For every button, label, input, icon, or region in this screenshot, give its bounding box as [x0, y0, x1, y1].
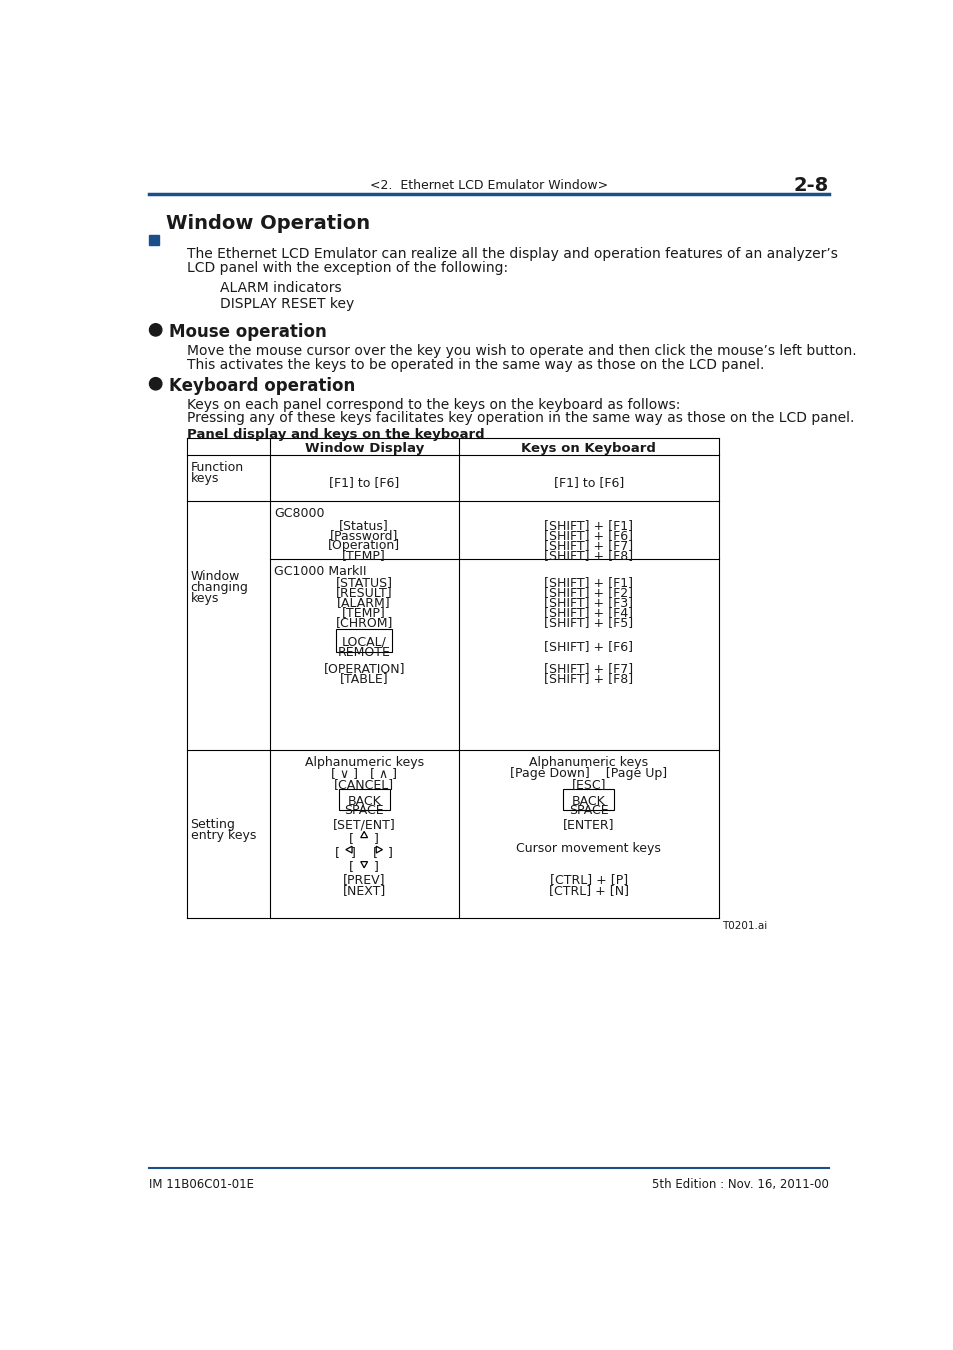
Text: GC1000 MarkII: GC1000 MarkII	[274, 566, 366, 579]
Text: keys: keys	[191, 591, 218, 605]
Text: This activates the keys to be operated in the same way as those on the LCD panel: This activates the keys to be operated i…	[187, 358, 764, 371]
Text: Setting: Setting	[191, 818, 235, 832]
Bar	[338, 788, 390, 810]
Text: [ ∨ ]   [ ∧ ]: [ ∨ ] [ ∧ ]	[331, 767, 396, 780]
Text: keys: keys	[191, 471, 218, 485]
Text: Alphanumeric keys: Alphanumeric keys	[529, 756, 648, 770]
Text: BACK: BACK	[572, 795, 605, 807]
Text: [SET/ENT]: [SET/ENT]	[333, 818, 395, 832]
Text: Move the mouse cursor over the key you wish to operate and then click the mouse’: Move the mouse cursor over the key you w…	[187, 344, 856, 358]
Text: [: [	[372, 845, 377, 859]
Circle shape	[150, 324, 162, 336]
Text: Window Operation: Window Operation	[166, 215, 370, 234]
Text: Function: Function	[191, 460, 243, 474]
Text: [TABLE]: [TABLE]	[339, 672, 388, 686]
Text: DISPLAY RESET key: DISPLAY RESET key	[220, 297, 354, 310]
Text: [SHIFT] + [F7]: [SHIFT] + [F7]	[544, 539, 633, 552]
Text: Window Display: Window Display	[304, 443, 423, 455]
Text: ALARM indicators: ALARM indicators	[220, 281, 341, 294]
Text: 2-8: 2-8	[793, 176, 828, 194]
Text: ]: ]	[374, 860, 378, 872]
Text: [: [	[349, 832, 354, 845]
Text: [ALARM]: [ALARM]	[337, 597, 391, 609]
Text: T0201.ai: T0201.ai	[721, 921, 766, 931]
Text: [ENTER]: [ENTER]	[562, 818, 614, 832]
Text: Cursor movement keys: Cursor movement keys	[516, 842, 660, 855]
Text: [Page Down]    [Page Up]: [Page Down] [Page Up]	[510, 767, 667, 780]
Text: ]: ]	[388, 845, 393, 859]
Text: [CTRL] + [P]: [CTRL] + [P]	[549, 873, 627, 887]
Bar	[149, 235, 158, 246]
Text: LCD panel with the exception of the following:: LCD panel with the exception of the foll…	[187, 261, 508, 274]
Text: [SHIFT] + [F5]: [SHIFT] + [F5]	[544, 617, 633, 629]
Text: [TEMP]: [TEMP]	[342, 606, 386, 620]
Text: [SHIFT] + [F6]: [SHIFT] + [F6]	[544, 640, 633, 653]
Bar	[562, 788, 614, 810]
Text: Panel display and keys on the keyboard: Panel display and keys on the keyboard	[187, 428, 484, 440]
Text: [SHIFT] + [F4]: [SHIFT] + [F4]	[544, 606, 633, 620]
Text: ]: ]	[351, 845, 355, 859]
Text: [TEMP]: [TEMP]	[342, 549, 386, 563]
Text: [: [	[335, 845, 340, 859]
Text: Keys on each panel correspond to the keys on the keyboard as follows:: Keys on each panel correspond to the key…	[187, 398, 680, 412]
Text: [SHIFT] + [F8]: [SHIFT] + [F8]	[544, 672, 633, 686]
Text: Alphanumeric keys: Alphanumeric keys	[304, 756, 423, 770]
Text: [OPERATION]: [OPERATION]	[323, 662, 404, 675]
Text: [PREV]: [PREV]	[342, 873, 385, 887]
Text: REMOTE: REMOTE	[337, 645, 390, 659]
Text: [NEXT]: [NEXT]	[342, 884, 385, 898]
Text: [Operation]: [Operation]	[328, 539, 400, 552]
Text: [SHIFT] + [F7]: [SHIFT] + [F7]	[544, 662, 633, 675]
Text: [CANCEL]: [CANCEL]	[334, 778, 394, 791]
Text: The Ethernet LCD Emulator can realize all the display and operation features of : The Ethernet LCD Emulator can realize al…	[187, 247, 838, 261]
Text: [F1] to [F6]: [F1] to [F6]	[553, 477, 623, 489]
Text: [SHIFT] + [F1]: [SHIFT] + [F1]	[544, 576, 633, 589]
Text: [: [	[349, 860, 354, 872]
Text: [SHIFT] + [F1]: [SHIFT] + [F1]	[544, 520, 633, 532]
Text: Keyboard operation: Keyboard operation	[169, 377, 355, 394]
Text: Pressing any of these keys facilitates key operation in the same way as those on: Pressing any of these keys facilitates k…	[187, 412, 854, 425]
Text: 5th Edition : Nov. 16, 2011-00: 5th Edition : Nov. 16, 2011-00	[652, 1179, 828, 1192]
Text: changing: changing	[191, 580, 248, 594]
Text: [SHIFT] + [F2]: [SHIFT] + [F2]	[544, 586, 633, 599]
Text: entry keys: entry keys	[191, 829, 255, 842]
Bar	[335, 629, 392, 652]
Text: <2.  Ethernet LCD Emulator Window>: <2. Ethernet LCD Emulator Window>	[370, 178, 607, 192]
Text: [STATUS]: [STATUS]	[335, 576, 393, 589]
Text: SPACE: SPACE	[569, 805, 608, 817]
Text: Keys on Keyboard: Keys on Keyboard	[521, 443, 656, 455]
Text: [SHIFT] + [F3]: [SHIFT] + [F3]	[544, 597, 633, 609]
Text: Window: Window	[191, 570, 239, 583]
Text: [F1] to [F6]: [F1] to [F6]	[329, 477, 399, 489]
Text: ]: ]	[374, 832, 378, 845]
Text: [SHIFT] + [F6]: [SHIFT] + [F6]	[544, 529, 633, 543]
Text: SPACE: SPACE	[344, 805, 383, 817]
Text: [RESULT]: [RESULT]	[335, 586, 392, 599]
Text: GC8000: GC8000	[274, 508, 324, 520]
Text: [ESC]: [ESC]	[571, 778, 605, 791]
Text: [SHIFT] + [F8]: [SHIFT] + [F8]	[544, 549, 633, 563]
Text: [Status]: [Status]	[339, 520, 389, 532]
Text: IM 11B06C01-01E: IM 11B06C01-01E	[149, 1179, 253, 1192]
Text: [CTRL] + [N]: [CTRL] + [N]	[548, 884, 628, 898]
Text: [CHROM]: [CHROM]	[335, 617, 393, 629]
Text: BACK: BACK	[347, 795, 380, 807]
Text: [Password]: [Password]	[330, 529, 398, 543]
Text: LOCAL/: LOCAL/	[341, 636, 386, 648]
Text: Mouse operation: Mouse operation	[169, 323, 326, 342]
Circle shape	[150, 378, 162, 390]
